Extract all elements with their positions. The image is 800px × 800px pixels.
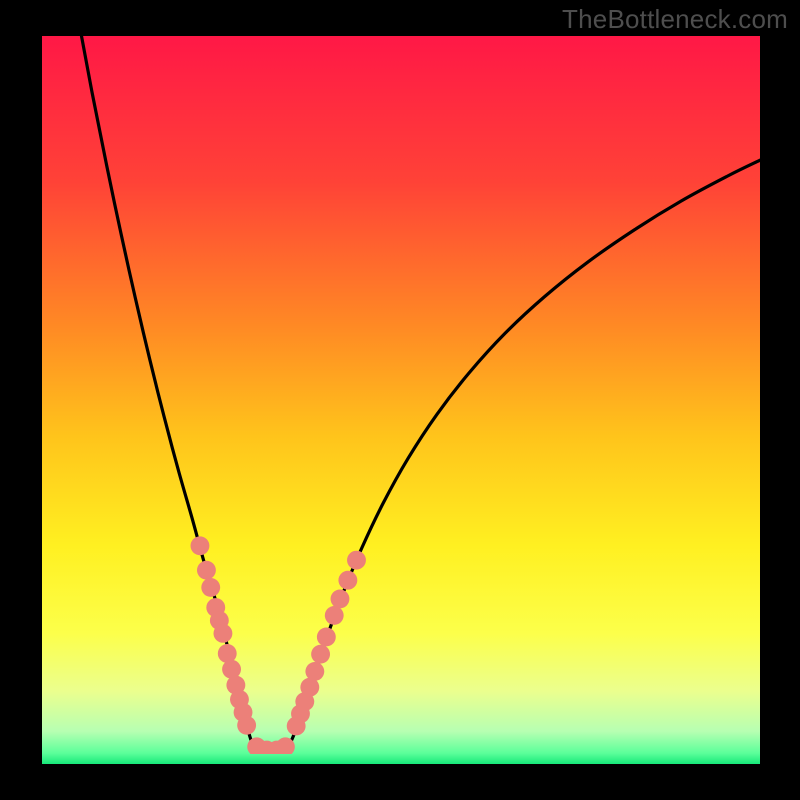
- data-point-dot: [214, 624, 233, 643]
- watermark-text: TheBottleneck.com: [562, 4, 788, 35]
- data-point-dot: [218, 644, 237, 663]
- data-point-dot: [325, 606, 344, 625]
- data-point-dot: [331, 589, 350, 608]
- curve-left: [81, 36, 254, 749]
- data-point-dot: [311, 645, 330, 664]
- data-point-dot: [317, 628, 336, 647]
- data-point-dot: [347, 551, 366, 570]
- data-point-dot: [222, 660, 241, 679]
- data-point-dot: [201, 578, 220, 597]
- data-point-dot: [191, 536, 210, 555]
- curve-right: [287, 160, 760, 749]
- data-point-dot: [237, 716, 256, 735]
- data-point-dot: [305, 662, 324, 681]
- plot-area: [42, 36, 760, 764]
- bottleneck-curve: [42, 36, 760, 754]
- dots-layer: [191, 536, 366, 754]
- data-point-dot: [197, 561, 216, 580]
- data-point-dot: [338, 571, 357, 590]
